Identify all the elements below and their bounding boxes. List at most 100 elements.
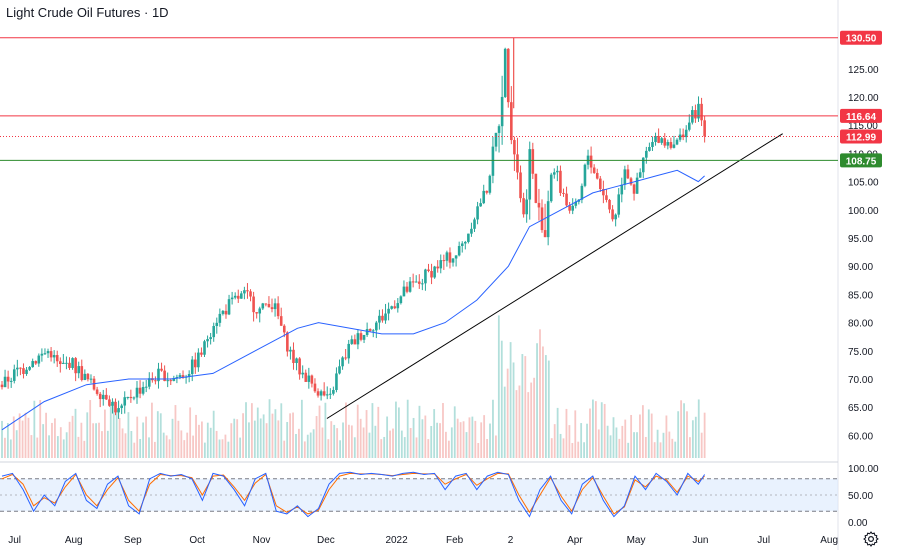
volume-bar (656, 429, 659, 458)
candle-body (270, 307, 274, 310)
volume-bar (153, 441, 156, 458)
trendline (326, 133, 783, 419)
candle-body (172, 378, 176, 381)
volume-bar (562, 438, 565, 458)
candle-body (703, 120, 706, 137)
volume-bar (618, 438, 621, 458)
candle-body (187, 374, 191, 377)
candle-body (371, 330, 375, 332)
volume-bar (245, 402, 247, 458)
candle-body (580, 185, 584, 200)
candle-body (663, 138, 667, 146)
volume-bar (686, 411, 688, 458)
candle-body (660, 138, 663, 143)
candle-body (470, 228, 473, 234)
candle-body (497, 126, 501, 133)
candle-body (215, 322, 219, 327)
volume-bar (568, 425, 571, 458)
volume-bar (136, 416, 139, 458)
volume-bar (442, 403, 444, 458)
volume-bar (433, 409, 436, 458)
volume-bar (365, 410, 368, 458)
volume-bar (465, 432, 468, 458)
volume-bar (259, 418, 262, 458)
price-tick-label: 125.00 (848, 65, 879, 76)
time-tick-label: 2 (508, 535, 514, 546)
candle-body (684, 129, 688, 138)
candle-body (543, 230, 547, 238)
candle-body (635, 177, 639, 194)
candle-body (108, 399, 111, 406)
level-tag (840, 153, 882, 168)
volume-bar (348, 424, 350, 458)
volume-bar (221, 439, 224, 458)
candle-body (467, 233, 470, 242)
volume-bar (553, 424, 556, 458)
candle-body (114, 401, 117, 413)
candle-body (86, 373, 90, 380)
candle-body (71, 358, 74, 368)
moving-average-line (1, 169, 705, 431)
candle-body (390, 306, 393, 309)
volume-bar (500, 340, 503, 458)
volume-bar (330, 421, 333, 458)
candle-body (654, 136, 657, 143)
candle-body (132, 397, 136, 399)
candle-body (157, 368, 160, 382)
volume-bar (159, 413, 162, 458)
candle-body (117, 408, 120, 413)
volume-bar (583, 442, 585, 458)
chart-title: Light Crude Oil Futures · 1D (6, 5, 169, 20)
candle-body (135, 387, 139, 398)
volume-bar (115, 409, 118, 458)
candle-body (641, 157, 645, 173)
volume-bar (586, 423, 588, 458)
gear-icon[interactable] (862, 530, 880, 548)
volume-bar (506, 368, 509, 458)
candle-body (166, 380, 169, 382)
volume-bar (403, 437, 406, 458)
volume-bar (68, 421, 71, 458)
volume-bar (439, 423, 441, 458)
volume-bar (633, 432, 635, 458)
candle-body (258, 308, 262, 314)
candle-body (595, 172, 599, 179)
candle-body (9, 380, 13, 382)
candle-body (304, 372, 308, 382)
volume-bar (430, 426, 433, 458)
volume-bar (609, 435, 612, 458)
volume-bar (400, 430, 403, 458)
volume-bar (206, 422, 209, 458)
price-tick-label: 90.00 (848, 262, 873, 273)
candle-body (62, 362, 65, 364)
volume-bar (512, 362, 515, 458)
volume-bar (142, 422, 145, 458)
volume-bar (544, 355, 547, 458)
time-tick-label: May (627, 535, 646, 546)
volume-bar (653, 442, 656, 458)
candle-body (89, 378, 93, 380)
volume-bar (436, 422, 439, 458)
candle-body (421, 283, 424, 285)
volume-bar (109, 404, 112, 458)
candle-body (611, 209, 614, 220)
time-tick-label: Dec (317, 535, 335, 546)
candle-body (562, 192, 565, 194)
candle-body (197, 352, 200, 368)
candle-body (464, 241, 467, 244)
volume-bar (248, 422, 250, 458)
volume-bar (406, 399, 409, 458)
candle-body (344, 357, 347, 359)
volume-bar (65, 432, 68, 458)
volume-bar (612, 417, 615, 458)
volume-bar (592, 399, 594, 458)
volume-bar (227, 441, 230, 458)
volume-bar (700, 432, 703, 458)
candle-body (614, 214, 617, 220)
candle-body (482, 190, 486, 204)
candle-body (243, 290, 246, 294)
volume-bar (468, 417, 471, 458)
volume-bar (42, 424, 45, 458)
candle-body (549, 174, 553, 202)
